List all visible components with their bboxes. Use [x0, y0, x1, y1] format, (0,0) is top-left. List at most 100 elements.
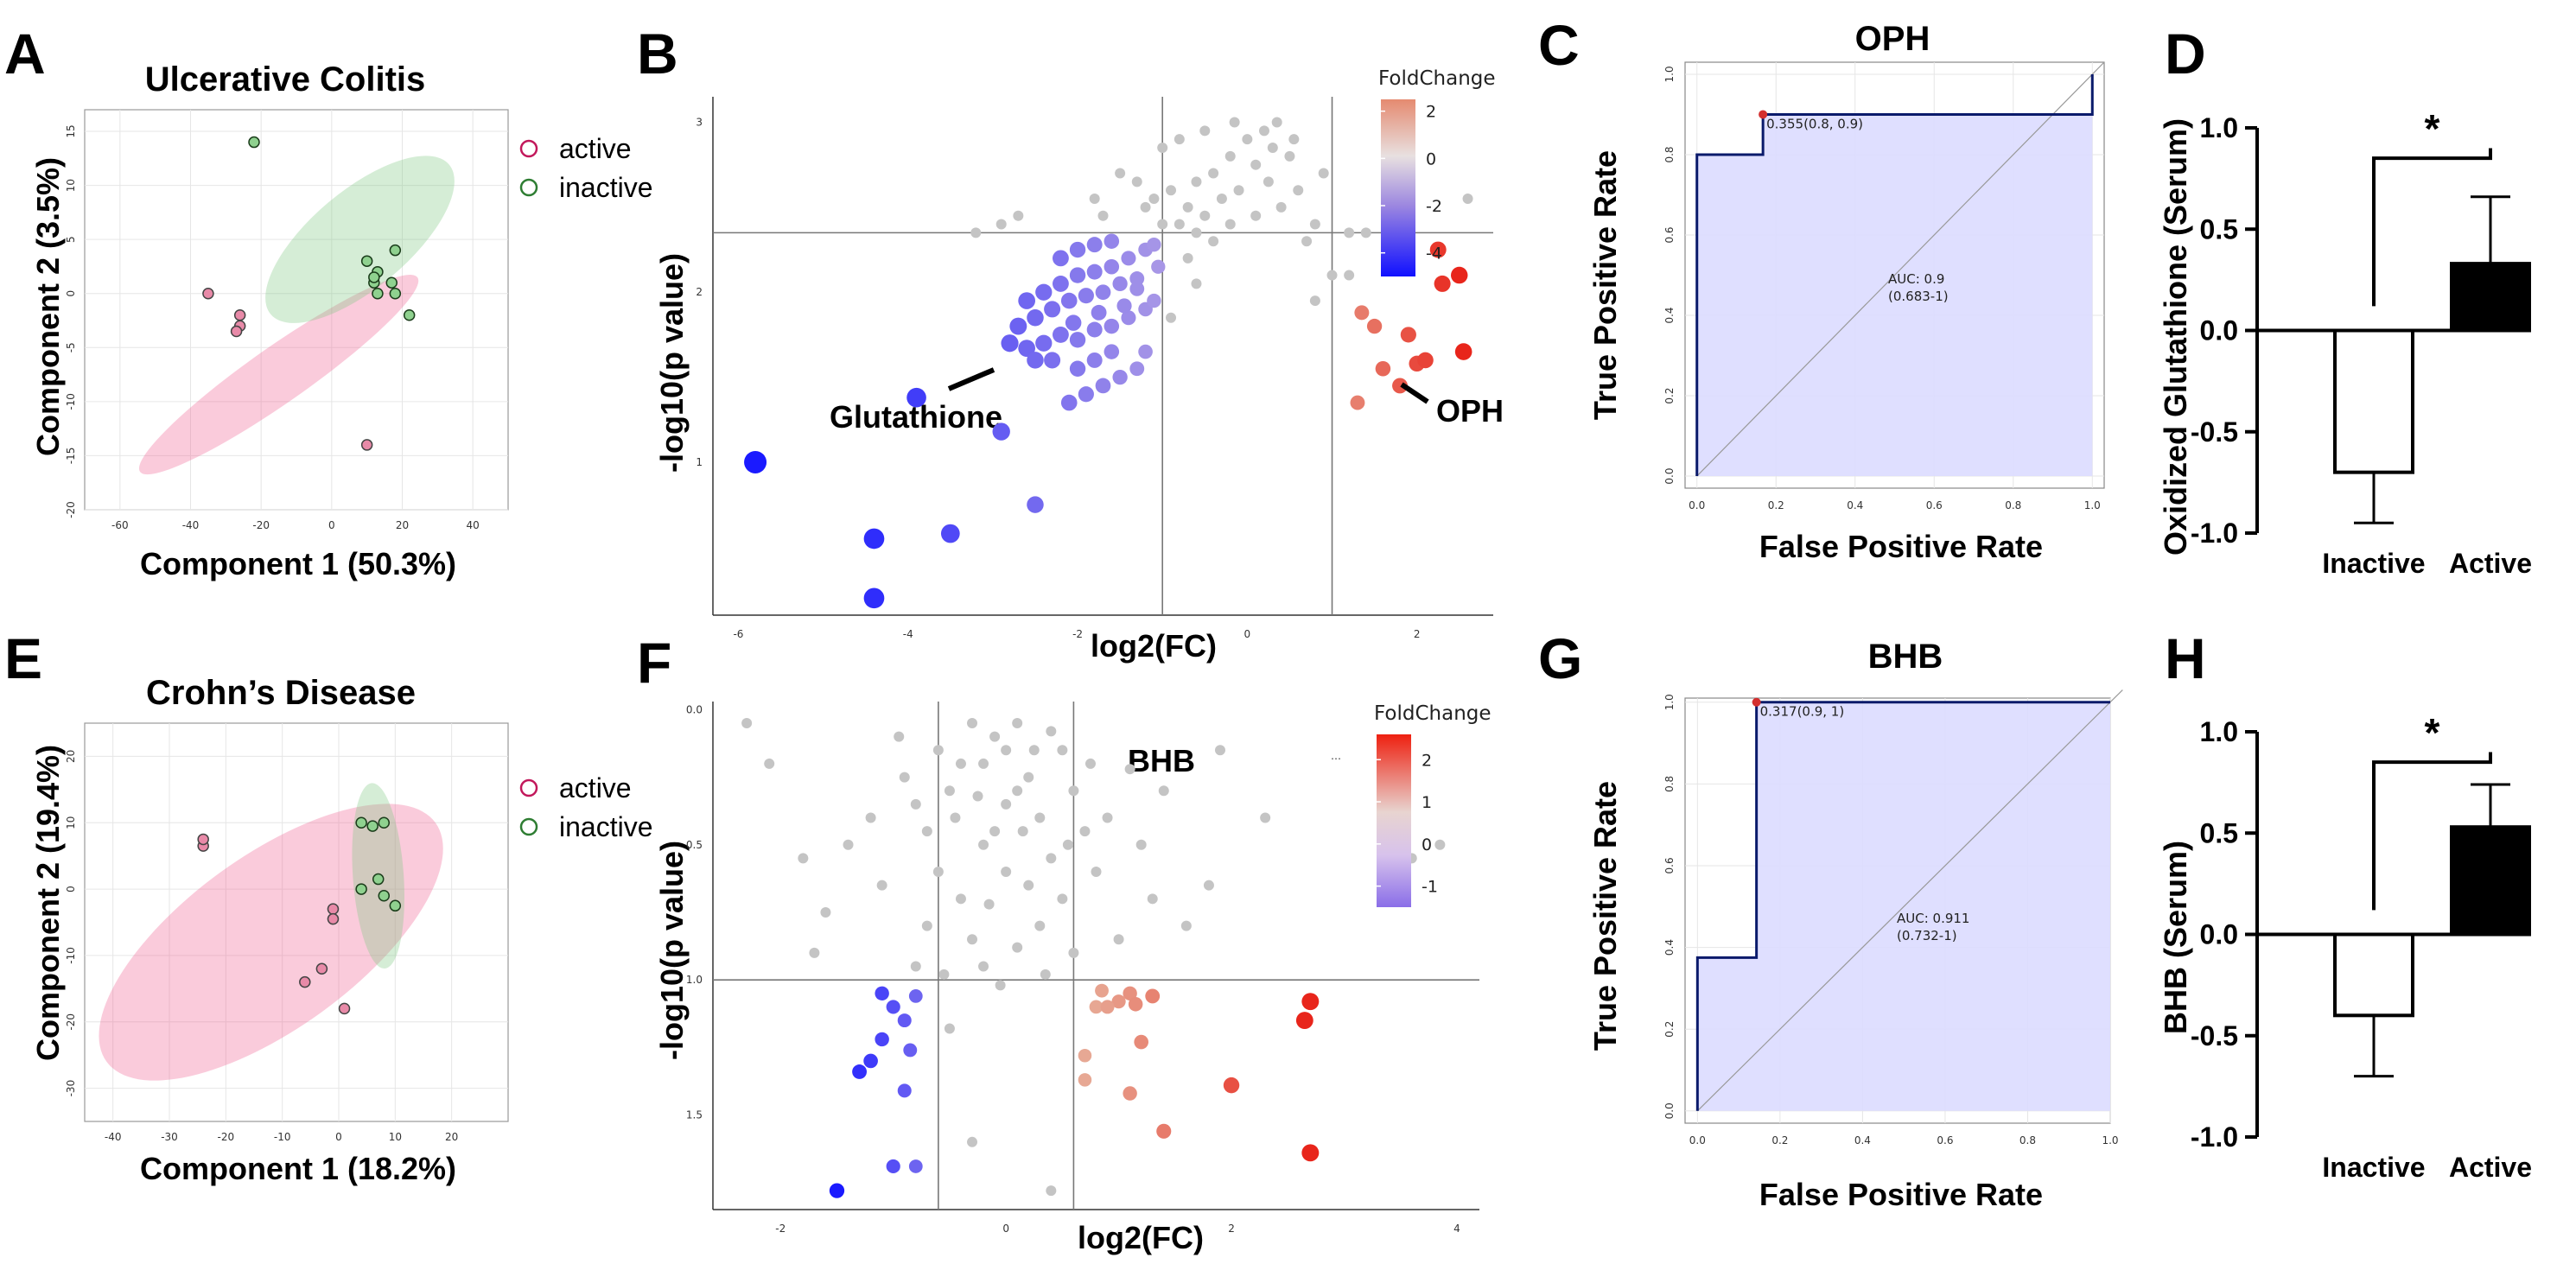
- volcano-point: [1400, 327, 1416, 343]
- diagonal-reference: [1696, 689, 2123, 1112]
- data-point-inactive: [372, 873, 385, 886]
- volcano-point: [1078, 1073, 1092, 1087]
- y-tick-label: -1.0: [2191, 518, 2238, 549]
- y-axis-label: True Positive Rate: [1587, 781, 1623, 1051]
- volcano-point: [1089, 1000, 1104, 1014]
- y-tick-label: 0.0: [1663, 468, 1676, 485]
- volcano-point: [932, 745, 944, 756]
- x-tick-label: -20: [218, 1131, 235, 1143]
- y-axis-label: Oxidized Glutathione (Serum): [2158, 118, 2193, 556]
- x-tick-label: 2: [1414, 628, 1421, 640]
- x-axis-label: log2(FC): [1078, 1220, 1204, 1255]
- y-tick-label: -0.5: [2191, 1020, 2238, 1051]
- volcano-point: [1166, 312, 1177, 323]
- y-tick-label: 1.5: [686, 1109, 703, 1121]
- y-tick-label: -30: [65, 1080, 77, 1097]
- volcano-point: [1062, 839, 1073, 850]
- volcano-point: [1046, 726, 1057, 737]
- volcano-point: [1344, 227, 1355, 238]
- volcano-point: [894, 731, 905, 742]
- volcano-point: [1224, 150, 1236, 162]
- y-tick-label: 5: [65, 236, 77, 243]
- volcano-point: [1123, 986, 1137, 1000]
- x-category-label: Active: [2449, 1152, 2532, 1183]
- y-tick-label: 0.4: [1663, 307, 1676, 323]
- volcano-point: [938, 969, 950, 980]
- data-point-inactive: [355, 883, 367, 895]
- volcano-point: [1129, 361, 1145, 377]
- volcano-point: [1104, 318, 1120, 334]
- x-axis-label: False Positive Rate: [1759, 1177, 2043, 1212]
- colorbar-tick-label: -1: [1422, 878, 1438, 897]
- auc-ci-label: (0.732-1): [1897, 928, 1957, 943]
- volcano-point: [1131, 176, 1142, 187]
- volcano-point: [1326, 270, 1338, 281]
- bar-active: [2450, 825, 2531, 937]
- volcano-point: [1086, 352, 1103, 368]
- volcano-point: [1018, 292, 1036, 309]
- volcano-point: [1288, 134, 1300, 145]
- x-tick-label: 2: [1228, 1223, 1235, 1235]
- volcano-point: [970, 227, 982, 238]
- y-tick-label: 0.0: [2200, 919, 2238, 950]
- x-axis-label: log2(FC): [1091, 628, 1217, 664]
- volcano-point: [1128, 997, 1143, 1012]
- annotation-bhb: BHB: [1128, 743, 1195, 778]
- data-point-active: [327, 903, 340, 915]
- colorbar-tick-label: 2: [1426, 103, 1436, 122]
- volcano-point: [995, 219, 1007, 230]
- volcano-point: [1140, 201, 1151, 213]
- volcano-point: [906, 387, 926, 408]
- volcano-point: [992, 422, 1010, 441]
- chart-title: BHB: [1868, 638, 1943, 676]
- y-tick-label: -10: [65, 393, 77, 410]
- significance-star: *: [2425, 710, 2440, 755]
- significance-bracket: [2372, 148, 2492, 307]
- volcano-point: [967, 718, 978, 729]
- volcano-point: [1250, 159, 1262, 170]
- y-axis-label: True Positive Rate: [1587, 150, 1623, 420]
- y-tick-label: 1.0: [1663, 694, 1676, 710]
- data-point-inactive: [248, 136, 260, 149]
- volcano-point: [1112, 369, 1128, 385]
- volcano-point: [908, 989, 923, 1003]
- volcano-point: [1462, 194, 1473, 205]
- legend-marker-active: [519, 778, 538, 797]
- y-tick-label: 0: [65, 886, 77, 892]
- colorbar-tick-label: 0: [1422, 835, 1432, 854]
- volcano-point: [1069, 360, 1086, 377]
- volcano-point: [989, 731, 1001, 742]
- data-point-inactive: [389, 287, 402, 300]
- volcano-point: [932, 867, 944, 878]
- volcano-point: [1233, 185, 1244, 196]
- volcano-point: [921, 920, 932, 931]
- data-point-inactive: [368, 271, 380, 283]
- volcano-point: [1318, 168, 1329, 179]
- x-axis-label: Component 1 (18.2%): [140, 1151, 456, 1186]
- volcano-point: [1035, 334, 1053, 352]
- optimal-threshold-label: 0.355(0.8, 0.9): [1766, 116, 1863, 131]
- x-category-label: Inactive: [2322, 548, 2425, 579]
- volcano-point: [1260, 812, 1271, 823]
- volcano-point: [1104, 258, 1120, 275]
- x-axis-label: Component 1 (50.3%): [140, 546, 456, 581]
- volcano-point: [1434, 275, 1451, 292]
- colorbar-ellipsis: ⋯: [1331, 753, 1341, 765]
- volcano-point: [978, 961, 989, 972]
- volcano-point: [1450, 266, 1468, 284]
- volcano-point: [1199, 210, 1211, 221]
- volcano-point: [875, 1032, 889, 1047]
- y-axis-label: Component 2 (19.4%): [30, 745, 66, 1061]
- volcano-point: [1147, 237, 1161, 252]
- volcano-point: [1250, 210, 1262, 221]
- volcano-point: [1360, 227, 1371, 238]
- x-axis-label: False Positive Rate: [1759, 529, 2043, 564]
- x-tick-label: -40: [182, 519, 200, 531]
- roc-curve: [1695, 701, 2110, 1111]
- volcano-point: [1229, 117, 1240, 128]
- volcano-point: [863, 1053, 878, 1069]
- volcano-plot-cd: log2(FC) -log10(p value) FoldChange BHB …: [654, 702, 1492, 1255]
- x-tick-label: 40: [467, 519, 480, 531]
- volcano-point: [1053, 275, 1069, 292]
- y-tick-label: 3: [696, 117, 703, 129]
